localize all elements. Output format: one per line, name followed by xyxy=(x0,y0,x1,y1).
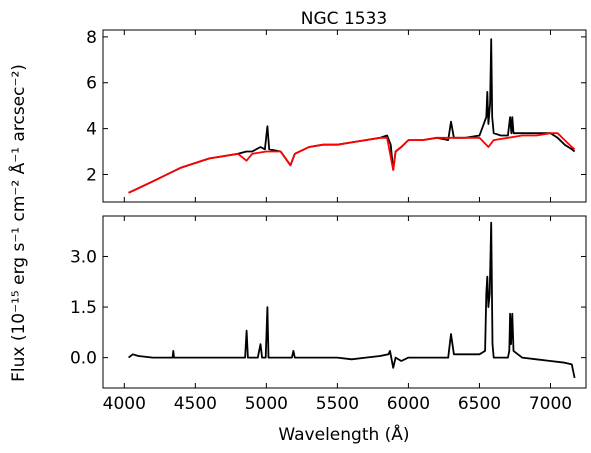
top-ticks: 2 4 6 8 xyxy=(86,28,586,202)
x-tick-label: 6500 xyxy=(458,394,501,414)
x-tick-label: 7000 xyxy=(529,394,572,414)
x-tick-label: 5500 xyxy=(316,394,359,414)
top-axes-frame xyxy=(102,29,587,203)
top-y-tick-label: 6 xyxy=(86,74,97,94)
top-series-line-1 xyxy=(128,132,576,194)
top-y-tick-label: 8 xyxy=(86,28,97,48)
chart-title: NGC 1533 xyxy=(301,9,387,29)
top-panel: NGC 1533 2 4 6 8 xyxy=(86,9,587,203)
top-series-group xyxy=(128,38,576,194)
bottom-ticks: 4000 4500 5000 5500 6000 6500 7000 0.0 1.5 3.0 xyxy=(70,216,586,414)
bottom-panel: 4000 4500 5000 5500 6000 6500 7000 0.0 1.5 3.0 xyxy=(70,215,587,414)
x-axis-label: Wavelength (Å) xyxy=(278,423,409,445)
bottom-series-line-0 xyxy=(128,221,576,379)
x-tick-label: 5000 xyxy=(245,394,288,414)
bottom-series-group xyxy=(128,221,576,379)
top-y-tick-label: 2 xyxy=(86,165,97,185)
y-axis-label: Flux (10⁻¹⁵ erg s⁻¹ cm⁻² Å⁻¹ arcsec⁻²) xyxy=(7,64,29,382)
x-tick-label: 4500 xyxy=(174,394,217,414)
top-y-tick-label: 4 xyxy=(86,120,97,140)
x-tick-label: 4000 xyxy=(103,394,146,414)
x-tick-label: 6000 xyxy=(387,394,430,414)
bottom-y-tick-label: 0.0 xyxy=(70,349,97,369)
bottom-y-tick-label: 3.0 xyxy=(70,247,97,267)
bottom-axes-frame xyxy=(102,215,587,389)
bottom-y-tick-label: 1.5 xyxy=(70,298,97,318)
